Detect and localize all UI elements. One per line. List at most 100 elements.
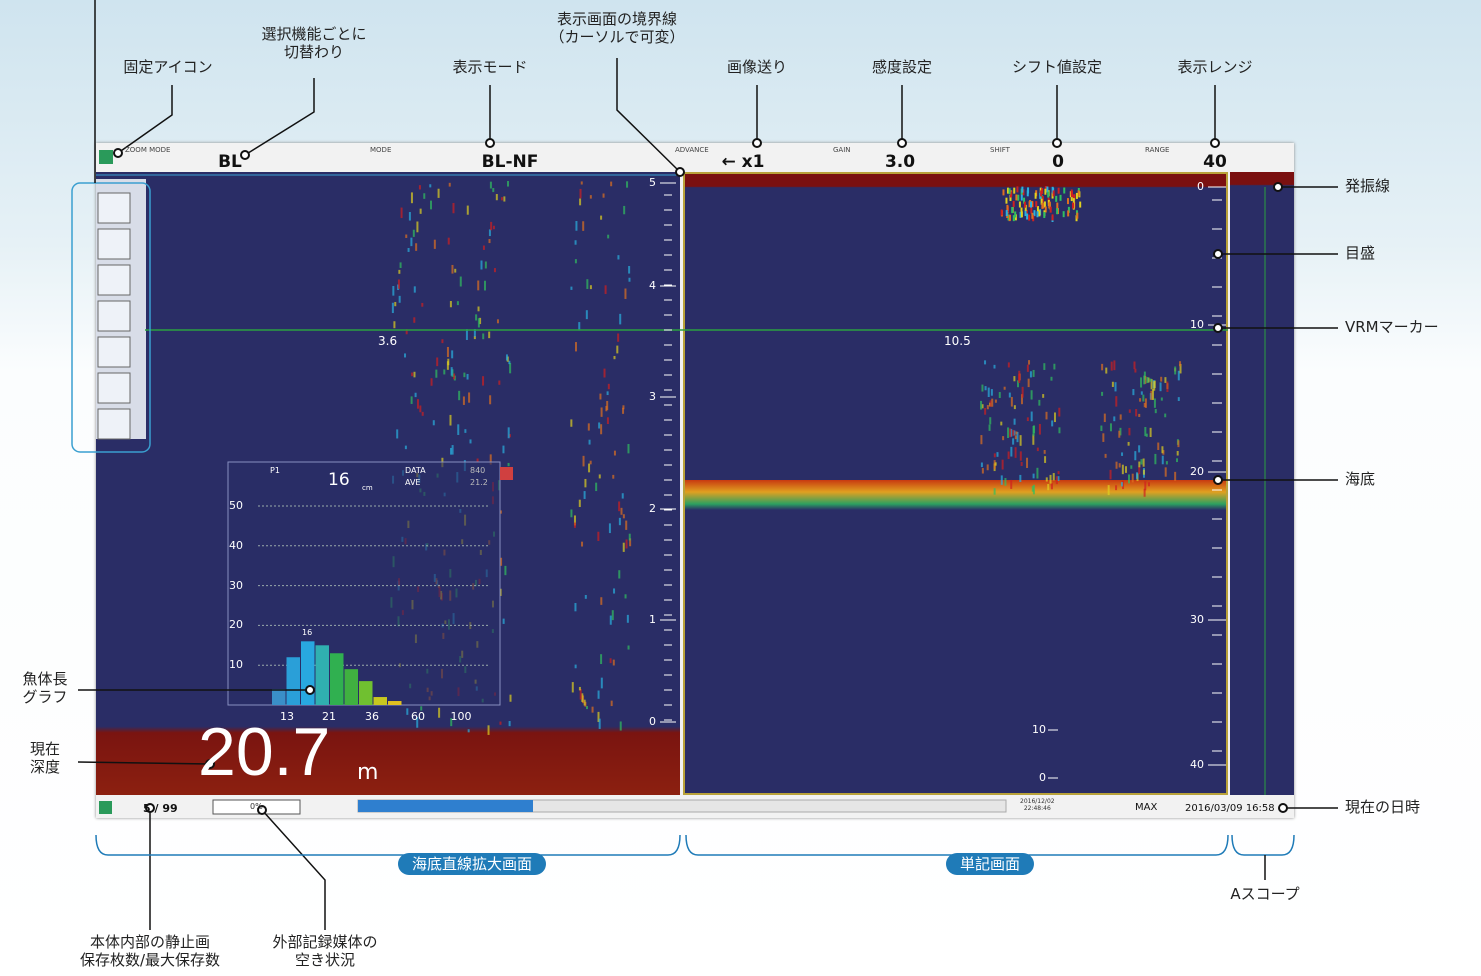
- annotation: VRMマーカー: [1345, 318, 1439, 336]
- echo: [413, 371, 416, 378]
- echo: [989, 417, 992, 425]
- echo: [475, 314, 478, 321]
- echo: [1007, 214, 1010, 221]
- echo: [1027, 378, 1030, 388]
- echo: [600, 597, 603, 605]
- echo: [1032, 434, 1035, 445]
- echo: [612, 474, 615, 479]
- echo: [1020, 207, 1023, 214]
- echo: [508, 721, 511, 727]
- echo: [1161, 455, 1164, 465]
- echo: [429, 184, 432, 188]
- echo: [629, 538, 632, 547]
- echo: [1032, 369, 1035, 377]
- echo: [1101, 391, 1104, 396]
- echo: [446, 361, 449, 370]
- echo: [600, 424, 603, 435]
- header-label: ZOOM MODE: [125, 146, 171, 154]
- echo: [600, 677, 603, 689]
- echo: [1035, 201, 1038, 208]
- echo: [1067, 210, 1070, 217]
- echo: [504, 565, 507, 576]
- echo: [1010, 479, 1013, 489]
- echo: [1102, 433, 1105, 442]
- echo: [598, 474, 601, 479]
- echo: [1036, 467, 1039, 479]
- echo: [453, 373, 456, 380]
- echo: [1130, 465, 1133, 469]
- pointer-dot: [1278, 803, 1288, 813]
- echo: [500, 197, 503, 201]
- echo: [597, 690, 600, 699]
- echo: [1179, 363, 1182, 374]
- echo: [579, 188, 582, 199]
- echo: [448, 182, 451, 187]
- echo: [1041, 196, 1044, 203]
- annotation: 現在 深度: [29, 740, 61, 776]
- graph-bar: [344, 669, 358, 705]
- echo: [459, 276, 462, 287]
- echo: [437, 188, 440, 198]
- echo: [1177, 440, 1180, 448]
- echo: [509, 694, 512, 702]
- echo: [482, 333, 485, 340]
- echo: [1104, 453, 1107, 458]
- echo: [609, 615, 612, 625]
- echo: [988, 424, 991, 431]
- echo: [984, 386, 987, 391]
- echo: [489, 454, 492, 465]
- echo: [571, 682, 574, 693]
- echo: [1007, 427, 1010, 439]
- echo: [407, 247, 410, 252]
- echo: [1128, 409, 1131, 413]
- pointer-dot: [113, 148, 123, 158]
- echo: [468, 392, 471, 403]
- echo: [488, 229, 491, 237]
- echo: [1115, 485, 1118, 491]
- echo: [479, 317, 482, 325]
- echo: [613, 588, 616, 594]
- echo: [1134, 368, 1137, 373]
- annotation: 魚体長 グラフ: [22, 670, 68, 706]
- echo: [578, 686, 581, 691]
- echo: [465, 329, 468, 340]
- graph-label: 840: [470, 466, 486, 475]
- echo: [609, 658, 612, 664]
- icon-outline: [71, 182, 151, 453]
- echo: [1043, 201, 1046, 208]
- echo: [1120, 482, 1123, 487]
- echo: [598, 718, 601, 729]
- echo: [1040, 198, 1043, 205]
- echo: [1071, 202, 1074, 209]
- echo: [467, 729, 470, 733]
- echo: [503, 196, 506, 202]
- echo: [1052, 473, 1055, 481]
- echo: [1154, 409, 1157, 414]
- echo: [1151, 389, 1154, 400]
- right-scale-label: 10: [1190, 318, 1204, 331]
- echo: [1051, 420, 1054, 427]
- echo: [1000, 421, 1003, 426]
- echo: [1043, 363, 1046, 370]
- echo: [488, 239, 491, 244]
- echo: [582, 221, 585, 231]
- echo: [980, 400, 983, 410]
- echo: [1030, 201, 1033, 208]
- pointer-dot: [1213, 475, 1223, 485]
- echo: [1013, 405, 1016, 410]
- echo: [419, 405, 422, 413]
- menu-icon: [97, 408, 131, 440]
- echo: [1144, 398, 1147, 408]
- echo: [1018, 201, 1021, 208]
- echo: [1043, 450, 1046, 454]
- echo: [1010, 191, 1013, 198]
- echo: [1121, 452, 1124, 456]
- echo: [1036, 206, 1039, 213]
- echo: [1010, 396, 1013, 407]
- echo: [1038, 399, 1041, 406]
- echo: [570, 509, 573, 518]
- echo: [404, 353, 407, 358]
- echo: [498, 380, 501, 385]
- echo: [1047, 484, 1050, 491]
